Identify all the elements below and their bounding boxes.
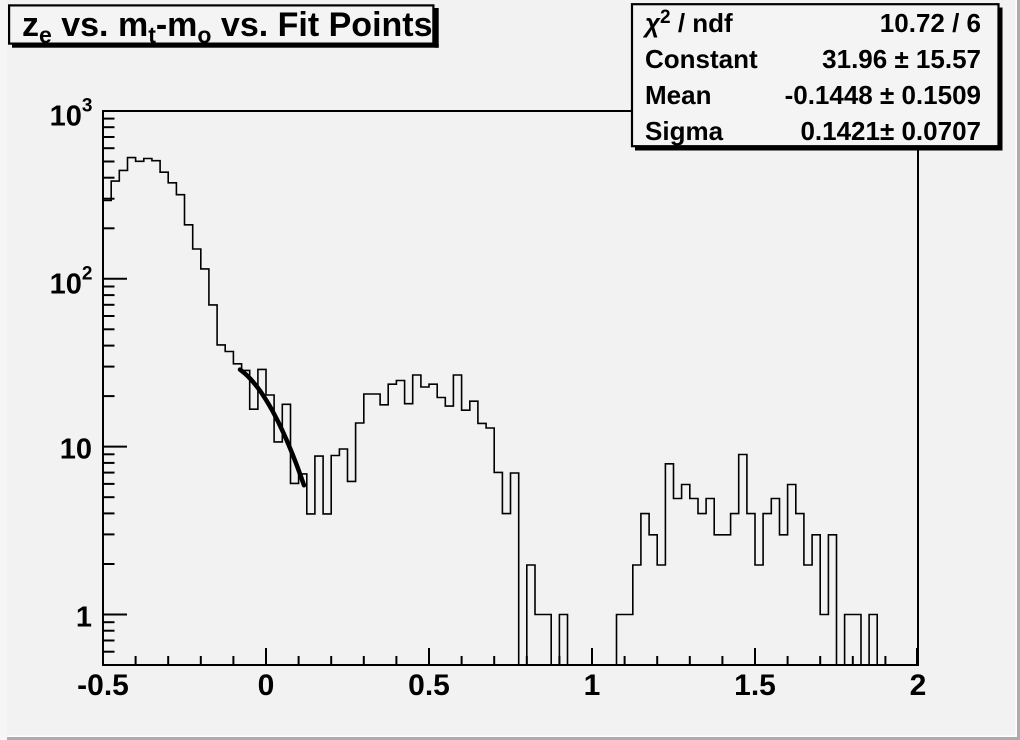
- svg-text:1: 1: [584, 669, 601, 702]
- svg-text:102: 102: [50, 264, 93, 301]
- svg-text:31.96 ± 15.57: 31.96 ± 15.57: [822, 44, 981, 74]
- svg-text:0: 0: [258, 669, 275, 702]
- svg-text:Constant: Constant: [645, 44, 758, 74]
- svg-text:0.5: 0.5: [408, 669, 450, 702]
- svg-text:ze vs. mt-mo vs. Fit Points: ze vs. mt-mo vs. Fit Points: [22, 6, 433, 48]
- svg-text:1: 1: [76, 601, 92, 633]
- svg-text:-0.5: -0.5: [77, 669, 129, 702]
- svg-text:10.72 / 6: 10.72 / 6: [880, 8, 981, 38]
- svg-text:-0.1448 ± 0.1509: -0.1448 ± 0.1509: [785, 80, 981, 110]
- svg-text:Mean: Mean: [645, 80, 711, 110]
- svg-text:2: 2: [910, 669, 927, 702]
- svg-text:χ2 / ndf: χ2 / ndf: [642, 7, 733, 38]
- svg-text:Sigma: Sigma: [645, 116, 724, 146]
- svg-text:0.1421± 0.0707: 0.1421± 0.0707: [800, 116, 981, 146]
- svg-text:1.5: 1.5: [734, 669, 776, 702]
- svg-text:10: 10: [60, 433, 92, 465]
